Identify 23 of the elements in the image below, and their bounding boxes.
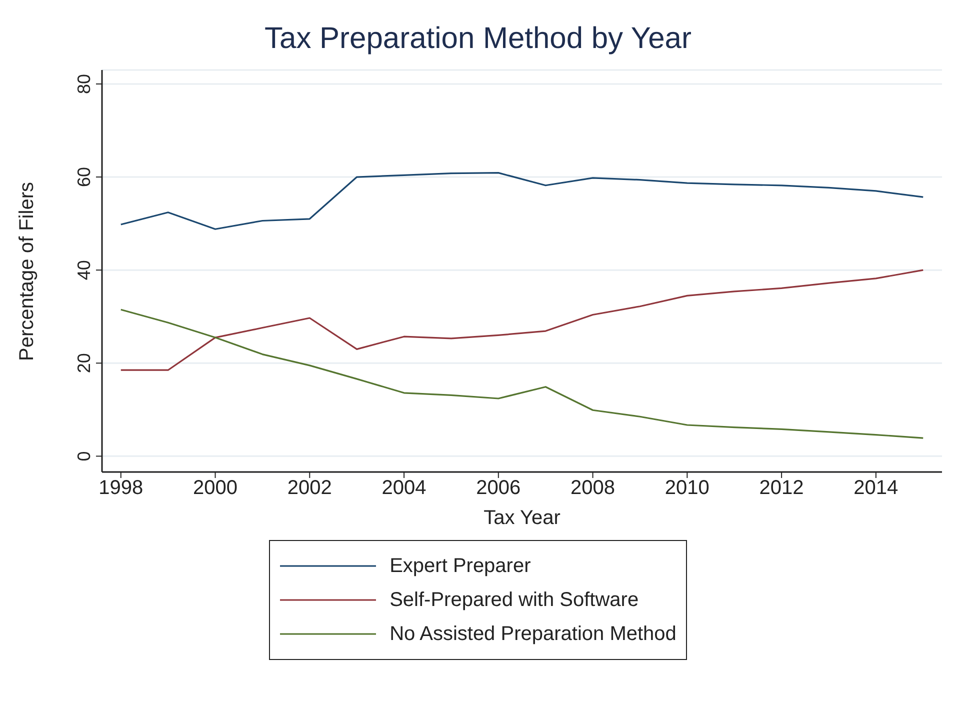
line-series bbox=[120, 269, 924, 371]
legend-label: Expert Preparer bbox=[390, 554, 531, 578]
x-tick-label: 2000 bbox=[193, 477, 238, 500]
x-axis-title: Tax Year bbox=[484, 507, 561, 529]
y-tick-label: 40 bbox=[74, 260, 94, 280]
y-tick-label: 20 bbox=[74, 353, 94, 374]
legend-label: Self-Prepared with Software bbox=[390, 588, 639, 612]
chart-title: Tax Preparation Method by Year bbox=[264, 22, 692, 56]
x-tick-label: 2008 bbox=[570, 477, 616, 500]
y-tick-label: 0 bbox=[74, 451, 94, 462]
x-tick-label: 1998 bbox=[98, 477, 144, 500]
x-tick-label: 2012 bbox=[759, 477, 804, 500]
line-series bbox=[120, 172, 924, 230]
x-tick-label: 2014 bbox=[854, 477, 898, 500]
y-tick-label: 80 bbox=[74, 74, 94, 94]
line-series bbox=[120, 308, 924, 439]
legend-label: No Assisted Preparation Method bbox=[390, 622, 676, 646]
x-tick-label: 2002 bbox=[287, 477, 332, 500]
x-tick-label: 2006 bbox=[476, 477, 521, 500]
x-tick-label: 2010 bbox=[664, 477, 710, 500]
x-tick-label: 2004 bbox=[382, 477, 426, 500]
y-tick-label: 60 bbox=[74, 167, 94, 188]
y-axis-title: Percentage of Filers bbox=[16, 182, 38, 361]
